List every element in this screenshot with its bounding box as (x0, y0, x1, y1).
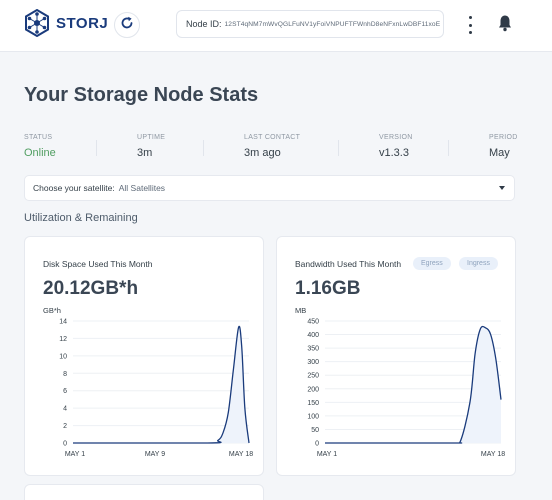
disk-point (248, 442, 249, 443)
disk-space-chart: GB*h 0 2 4 6 8 10 12 14 MAY 1 MAY 9 MAY 18 (43, 306, 253, 458)
bandwidth-ytick-label: 0 (315, 441, 319, 448)
section-title: Utilization & Remaining (24, 212, 138, 224)
storj-logo[interactable]: STORJ (24, 9, 108, 37)
disk-ytick-label: 12 (59, 336, 67, 343)
disk-ytick-label: 14 (59, 319, 67, 326)
bandwidth-ytick-label: 200 (307, 386, 319, 393)
disk-card-title: Disk Space Used This Month (43, 259, 153, 269)
refresh-icon (120, 16, 134, 35)
disk-ytick-label: 10 (59, 353, 67, 360)
last-contact-value: 3m ago (244, 147, 281, 159)
storj-logo-icon (24, 9, 50, 37)
node-id-value: 12ST4qNM7mWvQGLFuNV1yFoiVNPUFTFWnhD8eNFx… (224, 20, 441, 28)
disk-point (72, 442, 73, 443)
uptime-value: 3m (137, 147, 153, 159)
bandwidth-ytick-label: 100 (307, 413, 319, 420)
bandwidth-ytick-label: 150 (307, 400, 319, 407)
bandwidth-point (449, 442, 450, 443)
stat-label: UPTIME (137, 134, 166, 141)
divider (96, 140, 97, 156)
ingress-tab[interactable]: Ingress (459, 257, 498, 270)
egress-tab[interactable]: Egress (413, 257, 451, 270)
bandwidth-ytick-label: 400 (307, 332, 319, 339)
bandwidth-point (500, 399, 501, 400)
bandwidth-point (469, 402, 470, 403)
disk-ytick-label: 4 (63, 406, 67, 413)
node-id-field[interactable]: Node ID: 12ST4qNM7mWvQGLFuNV1yFoiVNPUFTF… (176, 10, 444, 38)
bandwidth-xtick-label: MAY 1 (317, 451, 337, 458)
disk-xtick-label: MAY 18 (229, 451, 253, 458)
kebab-menu-icon[interactable] (461, 14, 479, 36)
bandwidth-card-value: 1.16GB (295, 278, 361, 299)
disk-ytick-label: 6 (63, 388, 67, 395)
disk-space-card: Disk Space Used This Month 20.12GB*h GB*… (24, 236, 264, 476)
disk-point (241, 347, 242, 348)
stat-version: VERSION v1.3.3 (379, 134, 413, 159)
stat-status: STATUS Online (24, 134, 56, 159)
disk-card-value: 20.12GB*h (43, 278, 139, 299)
bandwidth-chart: MB 0 50 100 150 200 250 300 350 400 450 MAY 1 MAY 18 (295, 306, 505, 458)
bandwidth-card-title: Bandwidth Used This Month (295, 259, 402, 269)
bandwidth-ytick-label: 250 (307, 373, 319, 380)
bandwidth-line (325, 325, 502, 444)
top-header: STORJ Node ID: 12ST4qNM7mWvQGLFuNV1yFoiV… (0, 0, 552, 52)
disk-xtick-label: MAY 9 (145, 451, 165, 458)
period-value: May (489, 147, 510, 159)
stats-row: STATUS Online UPTIME 3m LAST CONTACT 3m … (24, 134, 517, 164)
disk-point (233, 368, 234, 369)
bandwidth-ytick-label: 350 (307, 346, 319, 353)
logo-text: STORJ (56, 14, 109, 32)
bandwidth-area (325, 326, 501, 443)
bandwidth-point (459, 442, 460, 443)
disk-point (217, 440, 218, 441)
divider (338, 140, 339, 156)
bandwidth-card: Bandwidth Used This Month Egress Ingress… (276, 236, 516, 476)
stat-uptime: UPTIME 3m (137, 134, 165, 159)
disk-point (238, 327, 239, 328)
bandwidth-ytick-label: 50 (311, 427, 319, 434)
node-id-label: Node ID: (186, 19, 222, 29)
bandwidth-xtick-label: MAY 18 (481, 451, 505, 458)
divider (448, 140, 449, 156)
bandwidth-ytick-label: 450 (307, 319, 319, 326)
disk-line (73, 325, 250, 444)
stat-label: STATUS (24, 134, 53, 141)
version-value: v1.3.3 (379, 147, 409, 159)
next-card (24, 484, 264, 500)
satellite-label: Choose your satellite: (33, 183, 115, 193)
divider (203, 140, 204, 156)
bandwidth-point (495, 358, 496, 359)
bandwidth-point (324, 442, 325, 443)
stat-period: PERIOD May (489, 134, 518, 159)
stat-label: PERIOD (489, 134, 518, 141)
bandwidth-ylabel: MB (295, 306, 306, 315)
disk-point (228, 412, 229, 413)
page-title: Your Storage Node Stats (24, 84, 259, 106)
stat-last-contact: LAST CONTACT 3m ago (244, 134, 300, 159)
disk-area (73, 326, 249, 443)
disk-ylabel: GB*h (43, 306, 61, 315)
disk-ytick-label: 2 (63, 423, 67, 430)
disk-ytick-label: 8 (63, 371, 67, 378)
disk-point (207, 442, 208, 443)
bandwidth-point (490, 334, 491, 335)
bandwidth-point (485, 327, 486, 328)
bandwidth-point (475, 353, 476, 354)
satellite-value: All Satellites (118, 183, 166, 193)
bandwidth-point (480, 329, 481, 330)
disk-ytick-label: 0 (63, 441, 67, 448)
bandwidth-ytick-label: 300 (307, 359, 319, 366)
stat-label: VERSION (379, 134, 413, 141)
stat-label: LAST CONTACT (244, 134, 301, 141)
disk-point (223, 432, 224, 433)
disk-xtick-label: MAY 1 (65, 451, 85, 458)
notifications-button[interactable] (498, 14, 512, 37)
refresh-button[interactable] (114, 12, 140, 38)
chevron-down-icon (499, 186, 505, 190)
satellite-select[interactable]: Choose your satellite: All Satellites (24, 175, 515, 201)
bell-icon (498, 15, 512, 36)
status-value: Online (24, 147, 56, 159)
disk-point (244, 408, 245, 409)
